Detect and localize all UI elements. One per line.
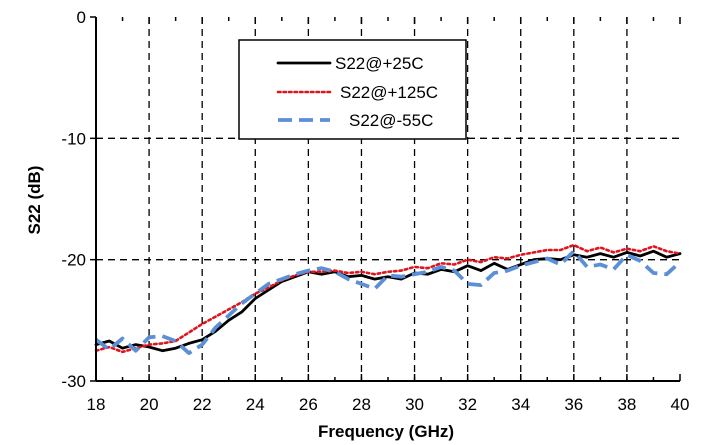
x-tick-label: 34 (511, 395, 530, 414)
legend-label-s22-125c: S22@+125C (340, 83, 438, 102)
x-tick-label: 40 (671, 395, 690, 414)
x-tick-label: 26 (299, 395, 318, 414)
series-line-s22-125c (94, 243, 682, 354)
x-tick-label: 18 (87, 395, 106, 414)
legend-label-s22-55c: S22@-55C (349, 111, 433, 130)
tick-labels: 18 20 22 24 26 28 30 32 34 36 38 40 0 -10 -20 -30 (61, 8, 689, 414)
x-axis-title: Frequency (GHz) (318, 422, 454, 441)
y-tick-label: -10 (61, 129, 86, 148)
series-lines (94, 243, 682, 356)
y-tick-label: 0 (77, 8, 86, 27)
legend-box (238, 39, 467, 140)
y-tick-label: -30 (61, 372, 86, 391)
x-tick-label: 36 (564, 395, 583, 414)
x-tick-label: 24 (246, 395, 265, 414)
series-line-s22-25c (94, 249, 682, 353)
x-tick-label: 28 (352, 395, 371, 414)
legend-label-s22-25c: S22@+25C (335, 54, 424, 73)
x-tick-label: 32 (458, 395, 477, 414)
legend: S22@+25C S22@+125C S22@-55C (238, 39, 467, 140)
x-tick-label: 20 (140, 395, 159, 414)
y-tick-label: -20 (61, 251, 86, 270)
x-tick-label: 30 (405, 395, 424, 414)
axes (90, 16, 681, 382)
x-tick-label: 22 (193, 395, 212, 414)
x-tick-label: 38 (617, 395, 636, 414)
y-axis-title: S22 (dB) (25, 166, 44, 235)
series-line-s22-55c (94, 249, 682, 356)
